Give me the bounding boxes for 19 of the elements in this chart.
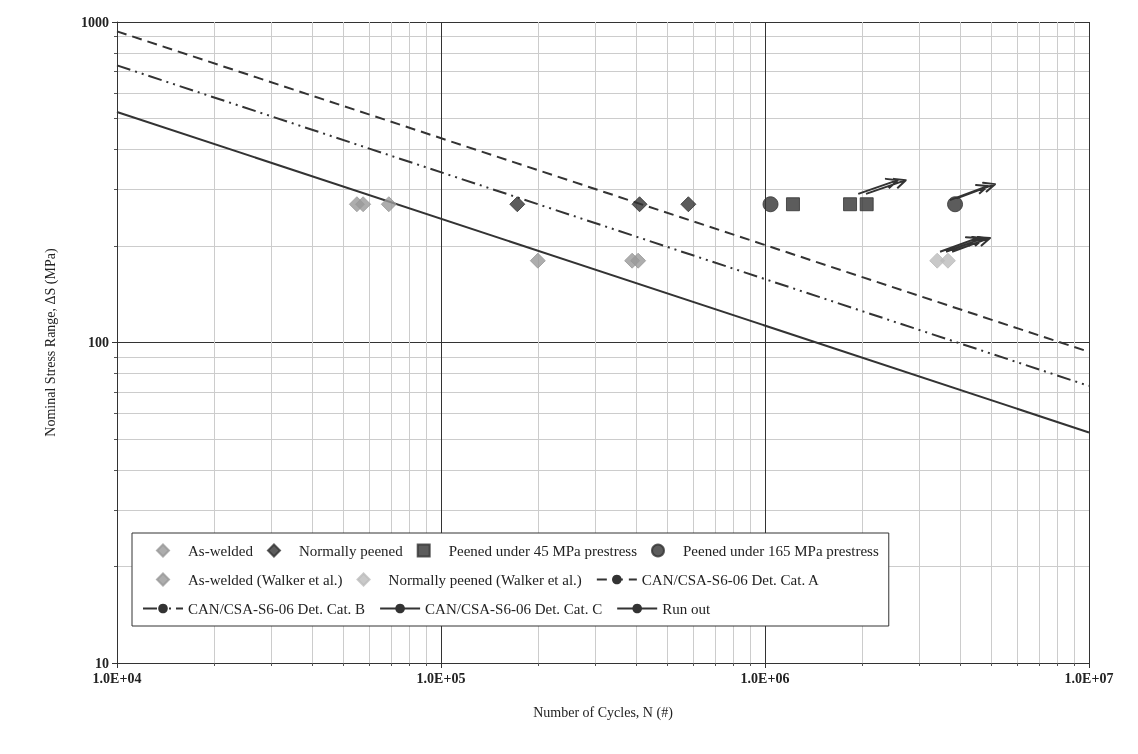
legend-label: Peened under 165 MPa prestress [682, 542, 879, 559]
y-axis-title: Nominal Stress Range, ΔS (MPa) [42, 248, 59, 437]
x-tick-label: 1.0E+07 [1064, 670, 1114, 686]
x-tick-label: 1.0E+05 [416, 670, 466, 686]
legend-label: As-welded [188, 542, 254, 559]
legend-label: Run out [662, 600, 711, 617]
legend-label: Normally peened [298, 542, 404, 559]
x-tick-label: 1.0E+06 [740, 670, 790, 686]
legend-label: CAN/CSA-S6-06 Det. Cat. B [188, 600, 366, 617]
legend-label: CAN/CSA-S6-06 Det. Cat. A [641, 571, 820, 588]
y-tick-label: 1000 [81, 14, 109, 30]
legend-label: Normally peened (Walker et al.) [388, 571, 582, 589]
legend-label: CAN/CSA-S6-06 Det. Cat. C [425, 600, 603, 617]
x-axis-title: Number of Cycles, N (#) [533, 704, 674, 721]
y-tick-label: 100 [88, 335, 109, 350]
x-tick-label: 1.0E+04 [92, 670, 142, 686]
legend-label: Peened under 45 MPa prestress [448, 542, 638, 559]
y-tick-label: 10 [95, 655, 109, 671]
legend-label: As-welded (Walker et al.) [188, 571, 343, 589]
